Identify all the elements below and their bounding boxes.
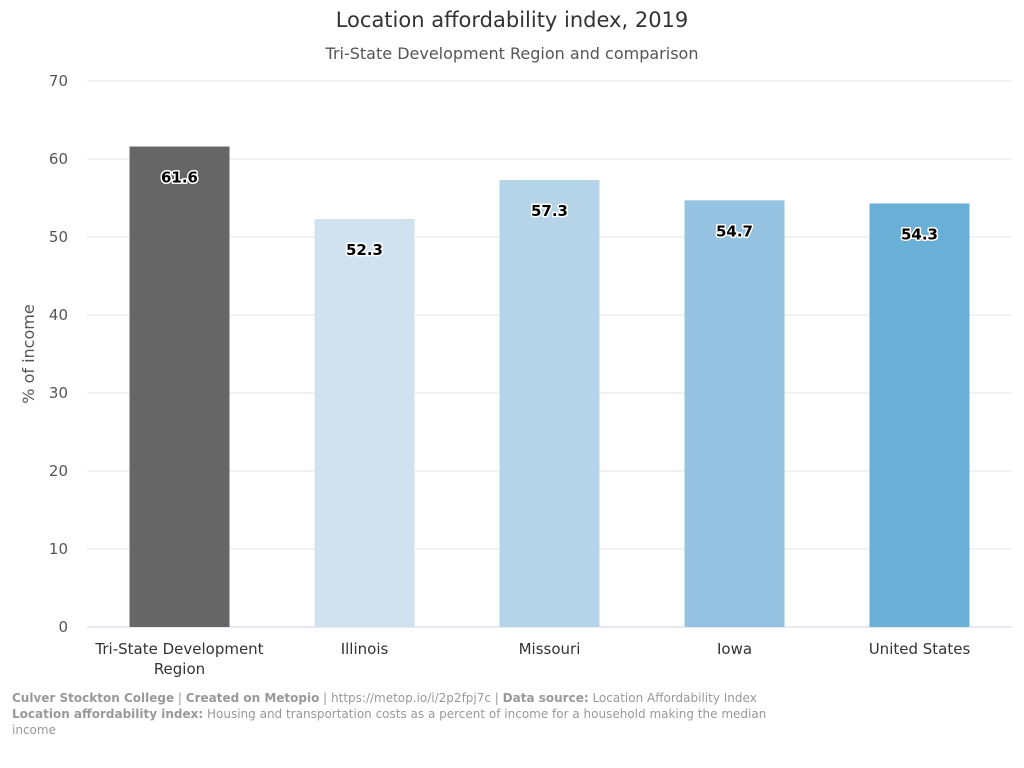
bar-chart: 0 10 20 30 40 50 60 70 % of income 61.6 Tri-State … bbox=[19, 72, 1012, 678]
footer-created: Created on Metopio bbox=[185, 691, 320, 705]
footer-org: Culver Stockton College bbox=[12, 691, 175, 705]
y-axis-title: % of income bbox=[19, 304, 38, 403]
data-label: 52.3 bbox=[346, 241, 383, 259]
bar bbox=[684, 200, 785, 627]
y-tick-label: 70 bbox=[49, 72, 68, 90]
y-tick-label: 30 bbox=[49, 384, 68, 402]
bar bbox=[129, 146, 230, 627]
chart-title: Location affordability index, 2019 bbox=[335, 8, 689, 32]
bar bbox=[869, 203, 970, 627]
y-tick-label: 60 bbox=[49, 150, 68, 168]
x-tick-label: Tri-State Development Region bbox=[94, 640, 263, 678]
chart-subtitle: Tri-State Development Region and compari… bbox=[325, 44, 699, 63]
footer-sep: | bbox=[174, 691, 186, 705]
bar bbox=[314, 219, 415, 627]
footer-source-value: Location Affordability Index bbox=[588, 691, 757, 705]
data-label: 57.3 bbox=[531, 202, 568, 220]
data-label: 61.6 bbox=[161, 169, 198, 187]
y-tick-label: 40 bbox=[49, 306, 68, 324]
x-tick-label: Illinois bbox=[341, 640, 389, 658]
y-tick-label: 0 bbox=[58, 618, 68, 636]
footer-definition-value: Housing and transportation costs as a pe… bbox=[12, 707, 767, 737]
y-tick-label: 50 bbox=[49, 228, 68, 246]
footer-line-definition: Location affordability index: Housing an… bbox=[12, 706, 812, 738]
x-tick-label: United States bbox=[869, 640, 971, 658]
y-tick-label: 10 bbox=[49, 540, 68, 558]
data-label: 54.7 bbox=[716, 222, 753, 240]
footer-link[interactable]: | https://metop.io/i/2p2fpj7c | bbox=[319, 691, 503, 705]
footer-definition-label: Location affordability index: bbox=[12, 707, 204, 721]
data-label: 54.3 bbox=[901, 225, 938, 243]
bar bbox=[499, 180, 600, 627]
x-tick-label: Missouri bbox=[519, 640, 581, 658]
footer-source-label: Data source: bbox=[502, 691, 589, 705]
x-tick-label: Iowa bbox=[717, 640, 752, 658]
chart-footer: Culver Stockton College | Created on Met… bbox=[12, 690, 812, 738]
y-tick-label: 20 bbox=[49, 462, 68, 480]
footer-line-credits: Culver Stockton College | Created on Met… bbox=[12, 690, 812, 706]
